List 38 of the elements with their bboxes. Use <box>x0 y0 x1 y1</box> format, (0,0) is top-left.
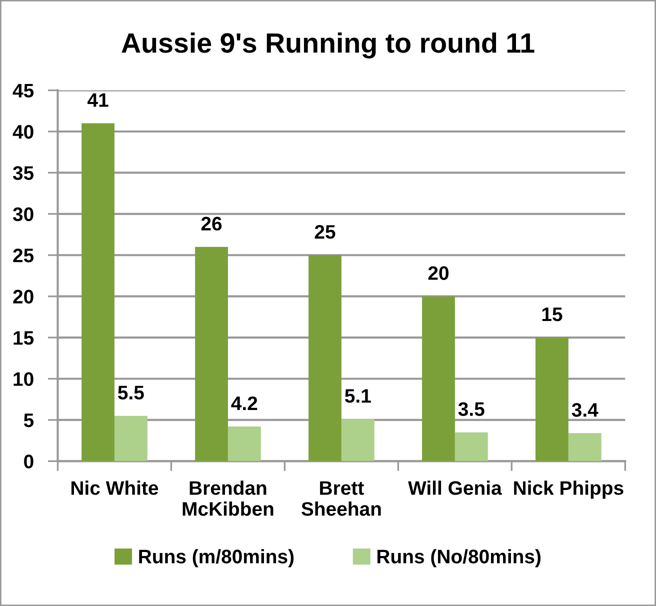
data-label: 25 <box>314 225 336 239</box>
legend-label: Runs (m/80mins) <box>139 549 294 568</box>
y-tick-label: 45 <box>12 84 34 98</box>
bar <box>341 419 374 462</box>
data-label: 41 <box>88 93 108 107</box>
x-tick-label: Brendan McKibben <box>182 480 274 516</box>
y-tick-label: 0 <box>24 454 34 468</box>
data-label: 5.1 <box>344 389 371 403</box>
data-label: 3.4 <box>572 403 598 417</box>
legend-label: Runs (No/80mins) <box>377 549 541 568</box>
bar <box>536 338 568 462</box>
chart-title: Aussie 9's Running to round 11 <box>122 32 534 58</box>
data-label: 15 <box>542 308 562 322</box>
y-tick-label: 10 <box>14 372 34 386</box>
y-tick-label: 40 <box>12 124 34 139</box>
y-tick-label: 15 <box>14 331 34 345</box>
y-tick-label: 35 <box>12 166 34 180</box>
y-tick-label: 30 <box>12 207 34 222</box>
y-tick-label: 25 <box>13 248 34 262</box>
bar <box>308 255 342 462</box>
bar <box>195 246 228 462</box>
bar <box>568 433 602 462</box>
bar <box>422 296 455 462</box>
data-label: 3.5 <box>458 402 484 416</box>
bar <box>454 432 488 462</box>
bar <box>114 416 148 462</box>
data-label: 20 <box>428 266 448 280</box>
y-tick-label: 5 <box>24 414 34 428</box>
data-label: 5.5 <box>118 386 144 400</box>
bar <box>228 426 261 462</box>
bar <box>82 123 114 462</box>
data-label: 26 <box>201 216 222 231</box>
x-tick-label: Will Genia <box>408 480 502 495</box>
x-tick-label: Nick Phipps <box>514 480 624 499</box>
x-tick-label: Brett Sheehan <box>301 481 381 516</box>
y-tick-label: 20 <box>13 290 34 304</box>
data-label: 4.2 <box>231 396 258 410</box>
x-tick-label: Nic White <box>71 480 158 495</box>
